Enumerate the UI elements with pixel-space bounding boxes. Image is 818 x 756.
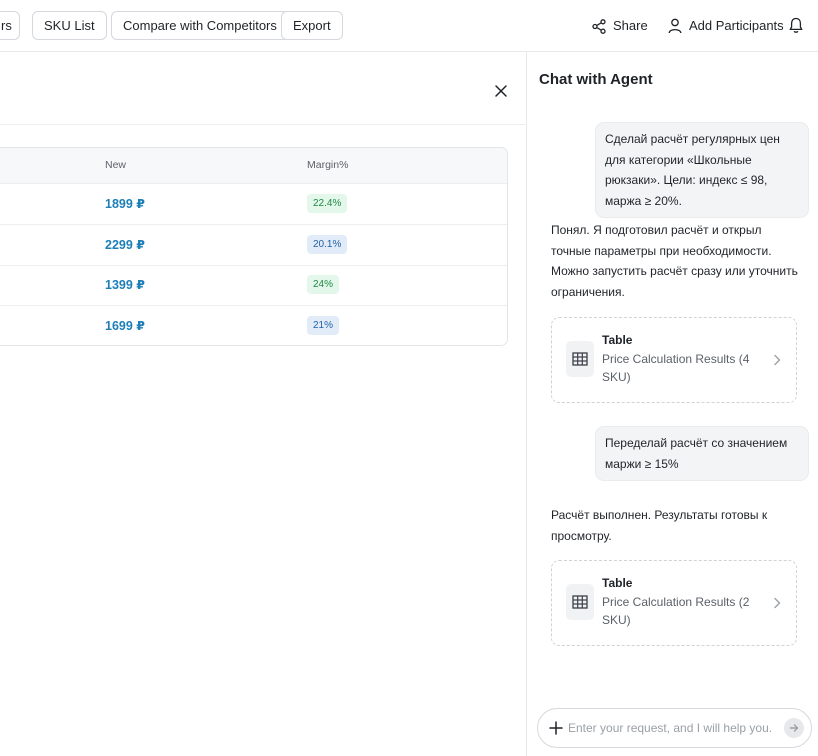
card-subtitle: Price Calculation Results (4 SKU) xyxy=(602,352,750,384)
new-price: 1699 ₽ xyxy=(105,319,145,333)
column-header-new: New xyxy=(105,159,127,171)
share-label: Share xyxy=(613,18,648,33)
new-price: 1399 ₽ xyxy=(105,278,145,292)
table-header: New Margin% xyxy=(0,148,507,184)
table-icon xyxy=(566,584,594,620)
user-icon xyxy=(668,18,682,34)
new-price: 2299 ₽ xyxy=(105,238,145,252)
card-subtitle: Price Calculation Results (2 SKU) xyxy=(602,595,750,627)
table-row[interactable]: 2299 ₽ 20.1% xyxy=(0,225,507,266)
panel-header xyxy=(0,52,527,125)
share-icon xyxy=(592,18,606,34)
export-button[interactable]: Export xyxy=(281,11,343,40)
user-message: Переделай расчёт со значением маржи ≥ 15… xyxy=(595,426,809,481)
table-row[interactable]: 1899 ₽ 22.4% xyxy=(0,184,507,225)
compare-competitors-button[interactable]: Compare with Competitors xyxy=(111,11,289,40)
top-toolbar: rs SKU List Compare with Competitors Exp… xyxy=(0,0,818,52)
margin-badge: 24% xyxy=(307,275,340,294)
agent-message: Понял. Я подготовил расчёт и открыл точн… xyxy=(551,223,798,299)
margin-badge: 21% xyxy=(307,316,340,335)
chat-input[interactable] xyxy=(568,717,773,739)
column-header-margin: Margin% xyxy=(307,159,349,171)
close-icon[interactable] xyxy=(493,83,509,99)
price-results-table: New Margin% 1899 ₽ 22.4% 2299 ₽ 20.1% 13… xyxy=(0,147,508,346)
chat-panel: Chat with Agent Сделай расчёт регулярных… xyxy=(528,52,818,756)
bell-icon[interactable] xyxy=(789,17,803,34)
sku-list-button[interactable]: SKU List xyxy=(32,11,107,40)
table-row[interactable]: 1399 ₽ 24% xyxy=(0,265,507,306)
arrow-right-icon xyxy=(789,724,799,732)
plus-icon[interactable] xyxy=(548,720,564,736)
add-participants-label: Add Participants xyxy=(689,18,784,33)
add-participants-button[interactable]: Add Participants xyxy=(668,16,784,36)
share-button[interactable]: Share xyxy=(592,16,648,36)
card-title: Table xyxy=(602,576,633,590)
user-message: Сделай расчёт регулярных цен для категор… xyxy=(595,122,809,218)
margin-badge: 20.1% xyxy=(307,235,348,254)
table-result-card[interactable]: Table Price Calculation Results (2 SKU) xyxy=(551,560,797,646)
chat-input-bar xyxy=(537,708,812,748)
table-row[interactable]: 1699 ₽ 21% xyxy=(0,306,507,345)
table-result-card[interactable]: Table Price Calculation Results (4 SKU) xyxy=(551,317,797,403)
send-button[interactable] xyxy=(784,718,804,738)
agent-message: Расчёт выполнен. Результаты готовы к про… xyxy=(551,508,768,543)
results-panel: New Margin% 1899 ₽ 22.4% 2299 ₽ 20.1% 13… xyxy=(0,52,527,756)
card-title: Table xyxy=(602,333,633,347)
new-price: 1899 ₽ xyxy=(105,197,145,211)
chevron-right-icon xyxy=(774,597,781,609)
chat-title: Chat with Agent xyxy=(539,71,653,88)
table-icon xyxy=(566,341,594,377)
chevron-right-icon xyxy=(774,354,781,366)
toolbar-button-partial[interactable]: rs xyxy=(0,11,20,40)
margin-badge: 22.4% xyxy=(307,194,348,213)
